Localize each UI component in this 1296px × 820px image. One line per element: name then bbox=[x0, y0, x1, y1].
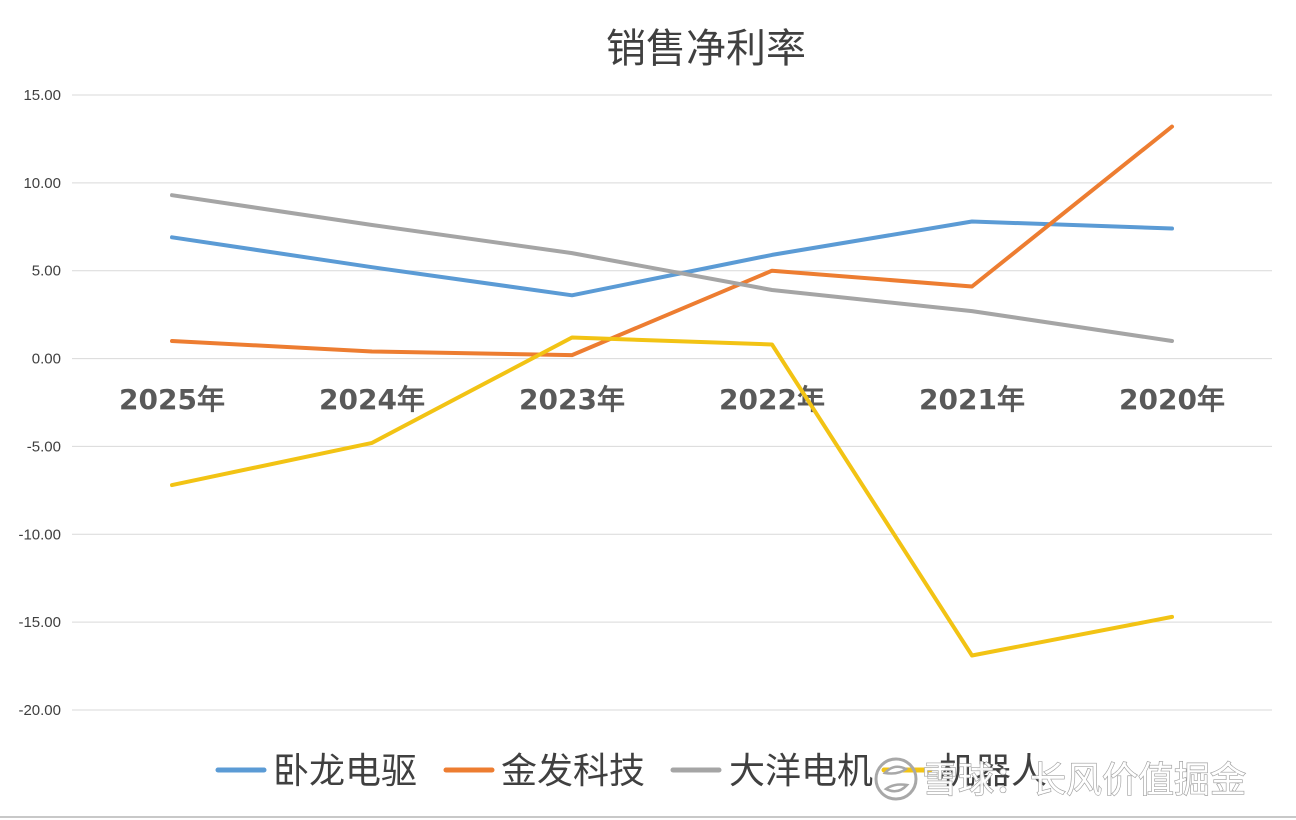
x-tick-label: 2021年 bbox=[919, 383, 1025, 416]
series-lines bbox=[170, 124, 1174, 658]
y-tick-label: 0.00 bbox=[32, 351, 61, 368]
legend-label: 金发科技 bbox=[501, 751, 645, 792]
x-tick-label: 2025年 bbox=[119, 383, 225, 416]
legend-label: 大洋电机 bbox=[729, 751, 873, 792]
y-tick-label: 5.00 bbox=[32, 263, 61, 280]
y-axis-tick-labels: 15.00 10.00 5.00 0.00 -5.00 -10.00 -15.00 -20.0… bbox=[18, 87, 61, 719]
y-tick-label: -15.00 bbox=[18, 614, 61, 631]
y-tick-label: 15.00 bbox=[23, 87, 61, 104]
legend-label: 机器人 bbox=[939, 751, 1047, 792]
y-tick-label: -5.00 bbox=[27, 438, 61, 455]
x-tick-label: 2023年 bbox=[519, 383, 625, 416]
series-line-1 bbox=[170, 124, 1174, 358]
x-tick-label: 2020年 bbox=[1119, 383, 1225, 416]
xueqiu-snowball-icon bbox=[874, 757, 918, 801]
series-line-0 bbox=[170, 219, 1174, 298]
series-line-3 bbox=[170, 335, 1174, 658]
watermark: 雪球：长风价值掘金 bbox=[874, 757, 1247, 802]
y-tick-label: -20.00 bbox=[18, 702, 61, 719]
y-tick-label: 10.00 bbox=[23, 175, 61, 192]
watermark-text: 雪球：长风价值掘金 bbox=[922, 760, 1246, 801]
x-axis-tick-labels: 2025年 2024年 2023年 2022年 2021年 2020年 bbox=[119, 383, 1225, 416]
x-tick-label: 2024年 bbox=[319, 383, 425, 416]
legend-label: 卧龙电驱 bbox=[273, 751, 417, 792]
chart-title: 销售净利率 bbox=[606, 26, 806, 72]
legend: 卧龙电驱 金发科技 大洋电机 机器人 bbox=[215, 751, 1047, 792]
y-tick-label: -10.00 bbox=[18, 526, 61, 543]
series-line-2 bbox=[170, 193, 1174, 343]
